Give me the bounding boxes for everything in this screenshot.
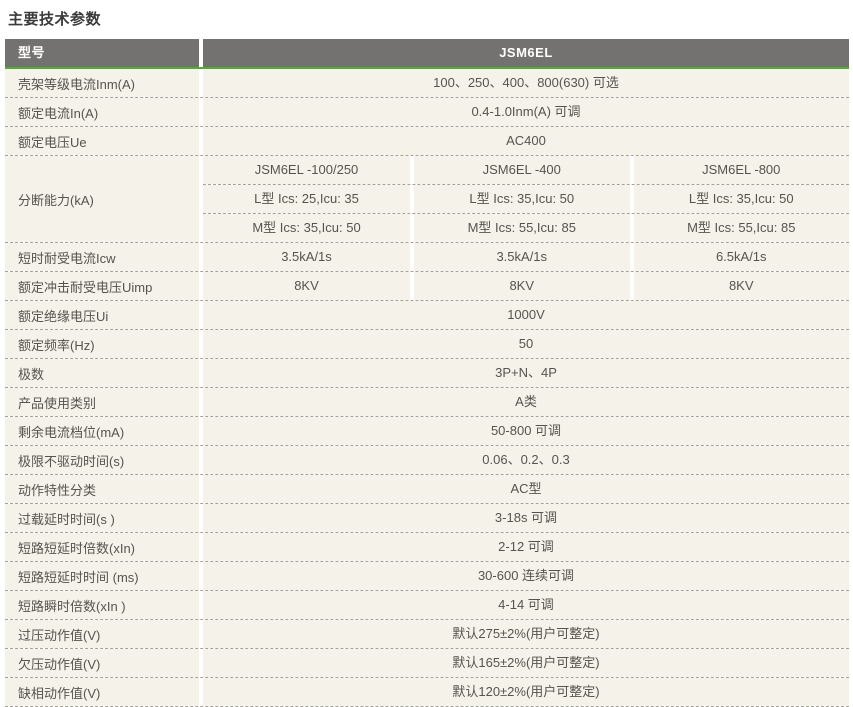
table-row: 短时耐受电流Icw 3.5kA/1s 3.5kA/1s 6.5kA/1s [5,243,849,272]
spec-label: 壳架等级电流Inm(A) [5,69,199,97]
table-row: 动作特性分类 AC型 [5,475,849,504]
spec-value: 50-800 可调 [203,417,849,445]
breaking-capacity-subgrid: JSM6EL -100/250 JSM6EL -400 JSM6EL -800 … [203,156,849,242]
spec-value: 100、250、400、800(630) 可选 [203,69,849,97]
sub-row: JSM6EL -100/250 JSM6EL -400 JSM6EL -800 [203,156,849,185]
spec-value: 8KV [633,272,849,300]
spec-value: M型 Ics: 55,Icu: 85 [414,214,630,242]
table-row: 额定电流In(A) 0.4-1.0Inm(A) 可调 [5,98,849,127]
table-row: 短路短延时时间 (ms) 30-600 连续可调 [5,562,849,591]
spec-label: 过载延时时间(s ) [5,504,199,532]
spec-label: 额定频率(Hz) [5,330,199,358]
table-row: 产品使用类别 A类 [5,388,849,417]
spec-label: 短路短延时时间 (ms) [5,562,199,590]
header-product-name: JSM6EL [203,39,849,67]
spec-value: L型 Ics: 25,Icu: 35 [203,185,410,213]
table-row: 短路短延时倍数(xIn) 2-12 可调 [5,533,849,562]
header-model-label: 型号 [5,39,199,67]
spec-value: A类 [203,388,849,416]
spec-value: 8KV [414,272,630,300]
spec-value: 2-12 可调 [203,533,849,561]
spec-label: 产品使用类别 [5,388,199,416]
table-row: 缺相动作值(V) 默认120±2%(用户可整定) [5,678,849,707]
spec-label: 短时耐受电流Icw [5,243,199,271]
spec-value: 50 [203,330,849,358]
spec-label: 剩余电流档位(mA) [5,417,199,445]
spec-label: 额定电流In(A) [5,98,199,126]
table-row: 过载延时时间(s ) 3-18s 可调 [5,504,849,533]
table-row: 壳架等级电流Inm(A) 100、250、400、800(630) 可选 [5,69,849,98]
spec-value: 3.5kA/1s [203,243,410,271]
spec-label: 极数 [5,359,199,387]
table-row: 额定频率(Hz) 50 [5,330,849,359]
spec-label: 短路短延时倍数(xIn) [5,533,199,561]
spec-value: JSM6EL -100/250 [203,156,410,184]
spec-label: 动作特性分类 [5,475,199,503]
spec-value: 默认120±2%(用户可整定) [203,678,849,706]
spec-value: L型 Ics: 35,Icu: 50 [633,185,849,213]
spec-label: 额定绝缘电压Ui [5,301,199,329]
table-row: 短路瞬时倍数(xIn ) 4-14 可调 [5,591,849,620]
table-header-row: 型号 JSM6EL [5,39,849,69]
spec-value: 3P+N、4P [203,359,849,387]
page-title: 主要技术参数 [8,11,102,28]
spec-label: 分断能力(kA) [5,156,199,242]
spec-value: L型 Ics: 35,Icu: 50 [414,185,630,213]
table-row: 额定电压Ue AC400 [5,127,849,156]
spec-label: 缺相动作值(V) [5,678,199,706]
spec-value: 8KV [203,272,410,300]
spec-value: 默认275±2%(用户可整定) [203,620,849,648]
table-row-breaking-capacity: 分断能力(kA) JSM6EL -100/250 JSM6EL -400 JSM… [5,156,849,243]
table-row: 极数 3P+N、4P [5,359,849,388]
spec-label: 额定电压Ue [5,127,199,155]
table-row: 额定绝缘电压Ui 1000V [5,301,849,330]
spec-table: 型号 JSM6EL 壳架等级电流Inm(A) 100、250、400、800(6… [5,39,849,707]
sub-row: L型 Ics: 25,Icu: 35 L型 Ics: 35,Icu: 50 L型… [203,185,849,214]
spec-label: 极限不驱动时间(s) [5,446,199,474]
spec-value: AC型 [203,475,849,503]
spec-value: M型 Ics: 35,Icu: 50 [203,214,410,242]
sub-row: M型 Ics: 35,Icu: 50 M型 Ics: 55,Icu: 85 M型… [203,214,849,242]
spec-value: 30-600 连续可调 [203,562,849,590]
spec-label: 过压动作值(V) [5,620,199,648]
spec-value: 3-18s 可调 [203,504,849,532]
spec-value: M型 Ics: 55,Icu: 85 [633,214,849,242]
table-row: 额定冲击耐受电压Uimp 8KV 8KV 8KV [5,272,849,301]
spec-value: 4-14 可调 [203,591,849,619]
table-row: 欠压动作值(V) 默认165±2%(用户可整定) [5,649,849,678]
spec-value: 0.4-1.0Inm(A) 可调 [203,98,849,126]
spec-value: JSM6EL -800 [633,156,849,184]
spec-value: 默认165±2%(用户可整定) [203,649,849,677]
table-row: 剩余电流档位(mA) 50-800 可调 [5,417,849,446]
spec-value: 1000V [203,301,849,329]
table-row: 极限不驱动时间(s) 0.06、0.2、0.3 [5,446,849,475]
spec-value: 3.5kA/1s [414,243,630,271]
spec-label: 短路瞬时倍数(xIn ) [5,591,199,619]
spec-value: JSM6EL -400 [414,156,630,184]
spec-label: 额定冲击耐受电压Uimp [5,272,199,300]
spec-value: AC400 [203,127,849,155]
spec-value: 0.06、0.2、0.3 [203,446,849,474]
table-row: 过压动作值(V) 默认275±2%(用户可整定) [5,620,849,649]
spec-label: 欠压动作值(V) [5,649,199,677]
spec-value: 6.5kA/1s [633,243,849,271]
